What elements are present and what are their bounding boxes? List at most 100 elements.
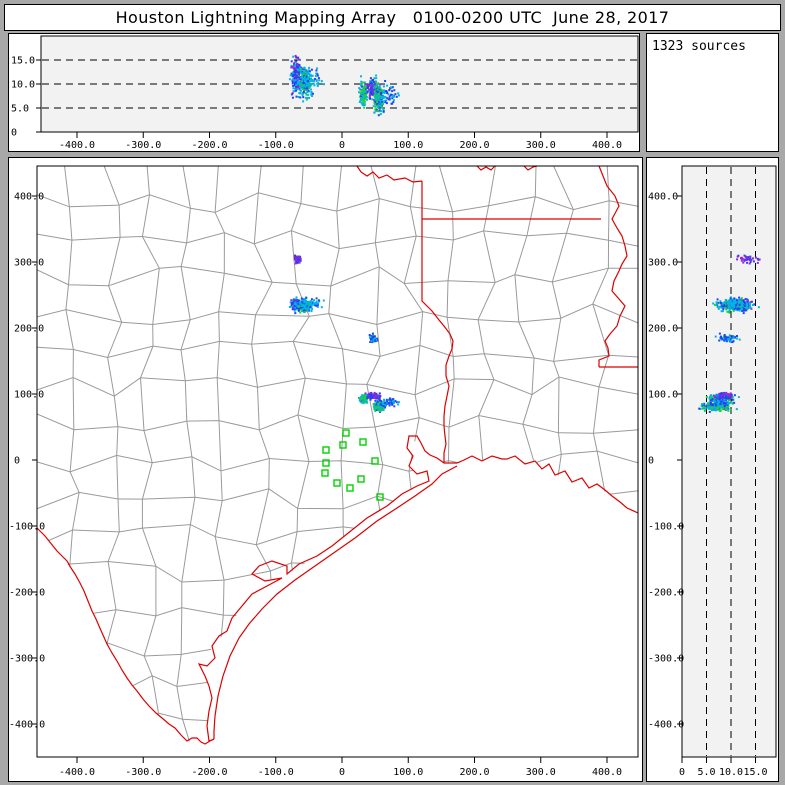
lightning-source-point <box>308 70 311 73</box>
lightning-source-point <box>297 308 300 311</box>
lightning-source-point <box>377 114 380 117</box>
lightning-source-point <box>752 257 754 260</box>
lightning-source-point <box>732 309 735 312</box>
lightning-source-point <box>383 399 386 402</box>
lma-station-marker <box>376 493 384 501</box>
lightning-source-point <box>731 307 734 310</box>
lightning-source-point <box>376 101 378 104</box>
lightning-source-point <box>716 393 719 396</box>
lightning-source-point <box>707 407 710 410</box>
lightning-source-point <box>320 80 323 83</box>
lma-station-marker <box>322 446 330 454</box>
lightning-source-point <box>735 304 738 307</box>
lightning-source-point <box>747 257 750 260</box>
lightning-source-point <box>290 72 293 75</box>
lightning-source-point <box>322 83 325 86</box>
lightning-source-point <box>377 98 380 101</box>
axis-box <box>36 165 639 758</box>
lightning-source-point <box>748 257 751 260</box>
lightning-source-point <box>377 402 380 405</box>
lightning-source-point <box>373 336 376 339</box>
lightning-source-point <box>299 69 302 72</box>
lightning-source-point <box>297 305 300 308</box>
lightning-source-point <box>719 409 722 412</box>
lightning-source-point <box>296 73 299 76</box>
lightning-source-point <box>721 302 724 305</box>
lightning-source-point <box>702 407 705 410</box>
lightning-source-point <box>301 92 304 95</box>
lightning-source-point <box>729 300 732 303</box>
lightning-source-point <box>376 110 379 113</box>
lightning-source-point <box>315 300 318 303</box>
lightning-source-point <box>717 398 720 401</box>
lightning-source-point <box>312 92 314 95</box>
lightning-source-point <box>296 256 299 259</box>
lightning-source-point <box>373 99 376 101</box>
lightning-source-point <box>299 259 302 262</box>
lightning-source-point <box>738 296 741 299</box>
lightning-source-point <box>743 304 746 307</box>
lma-station-marker <box>342 429 350 437</box>
lightning-source-point <box>294 306 297 309</box>
lightning-source-point <box>381 106 383 109</box>
lightning-source-point <box>378 109 381 112</box>
lightning-source-point <box>381 403 384 405</box>
lightning-source-point <box>368 334 371 336</box>
lightning-source-point <box>724 408 727 411</box>
lightning-source-point <box>370 395 373 397</box>
lightning-source-point <box>301 72 304 75</box>
lightning-source-point <box>724 392 727 395</box>
lightning-source-point <box>290 93 293 96</box>
lightning-source-point <box>375 107 378 110</box>
rio-grande-border <box>36 527 215 745</box>
lightning-source-point <box>740 297 743 300</box>
lightning-source-point <box>376 405 379 408</box>
lightning-source-point <box>373 77 376 80</box>
lightning-source-point <box>740 301 743 303</box>
lightning-source-point <box>713 403 716 406</box>
lightning-source-point <box>375 394 378 397</box>
lightning-source-point <box>317 82 320 84</box>
lightning-source-point <box>729 396 732 399</box>
lightning-source-point <box>320 306 323 309</box>
lightning-source-point <box>740 256 743 259</box>
lightning-source-point <box>364 91 367 94</box>
lightning-source-point <box>295 305 298 307</box>
lightning-source-point <box>369 393 371 396</box>
lightning-source-point <box>294 75 297 78</box>
lightning-source-point <box>746 307 749 310</box>
lightning-source-point <box>295 61 298 64</box>
lightning-source-point <box>745 309 748 312</box>
lightning-source-point <box>309 301 312 303</box>
altitude-gridlines <box>42 59 637 109</box>
lightning-source-point <box>716 306 719 308</box>
lightning-source-point <box>366 84 369 87</box>
lightning-source-point <box>364 392 367 395</box>
lightning-source-point <box>703 404 706 407</box>
ns-tick-label: -300.0 <box>9 654 45 665</box>
lightning-source-point <box>386 97 389 100</box>
lightning-source-point <box>299 311 302 314</box>
ns-tick-label: 300.0 <box>14 258 44 269</box>
lightning-source-point <box>726 403 729 406</box>
lightning-source-point <box>303 78 306 81</box>
lightning-source-point <box>377 106 380 109</box>
lightning-source-point <box>300 309 303 312</box>
lightning-source-point <box>369 90 372 93</box>
lightning-source-point <box>376 339 379 342</box>
lightning-source-point <box>383 92 386 95</box>
lightning-source-point <box>292 65 295 68</box>
lightning-source-point <box>375 95 377 98</box>
lightning-source-point <box>316 303 319 306</box>
lightning-source-point <box>313 302 316 305</box>
lightning-source-point <box>725 395 728 397</box>
lightning-source-point <box>311 307 314 310</box>
lightning-source-point <box>301 93 304 96</box>
lightning-source-point <box>379 104 382 107</box>
lightning-source-point <box>296 255 299 258</box>
lightning-source-point <box>296 261 299 264</box>
lightning-source-point <box>301 84 304 87</box>
lightning-source-point <box>295 74 298 77</box>
lightning-source-point <box>294 77 297 80</box>
lightning-source-point <box>728 338 731 341</box>
